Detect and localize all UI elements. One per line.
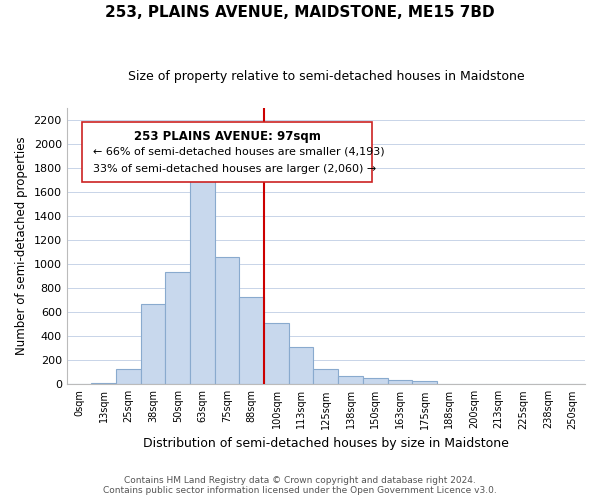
Text: 253, PLAINS AVENUE, MAIDSTONE, ME15 7BD: 253, PLAINS AVENUE, MAIDSTONE, ME15 7BD (105, 5, 495, 20)
Bar (239, 296, 264, 384)
Bar (116, 370, 141, 384)
Bar (141, 304, 166, 384)
Bar (363, 378, 388, 384)
Bar (190, 176, 215, 384)
Text: ← 66% of semi-detached houses are smaller (4,193): ← 66% of semi-detached houses are smalle… (92, 146, 384, 156)
Bar (313, 370, 338, 384)
Title: Size of property relative to semi-detached houses in Maidstone: Size of property relative to semi-detach… (128, 70, 524, 83)
Y-axis label: Number of semi-detached properties: Number of semi-detached properties (15, 136, 28, 356)
Bar (289, 347, 313, 385)
FancyBboxPatch shape (82, 122, 373, 182)
X-axis label: Distribution of semi-detached houses by size in Maidstone: Distribution of semi-detached houses by … (143, 437, 509, 450)
Text: 33% of semi-detached houses are larger (2,060) →: 33% of semi-detached houses are larger (… (92, 164, 376, 174)
Bar (215, 257, 239, 384)
Text: Contains HM Land Registry data © Crown copyright and database right 2024.
Contai: Contains HM Land Registry data © Crown c… (103, 476, 497, 495)
Bar (264, 323, 289, 384)
Bar (166, 272, 190, 384)
Bar (388, 380, 412, 384)
Text: 253 PLAINS AVENUE: 97sqm: 253 PLAINS AVENUE: 97sqm (134, 130, 321, 143)
Bar (412, 382, 437, 384)
Bar (91, 382, 116, 384)
Bar (338, 376, 363, 384)
